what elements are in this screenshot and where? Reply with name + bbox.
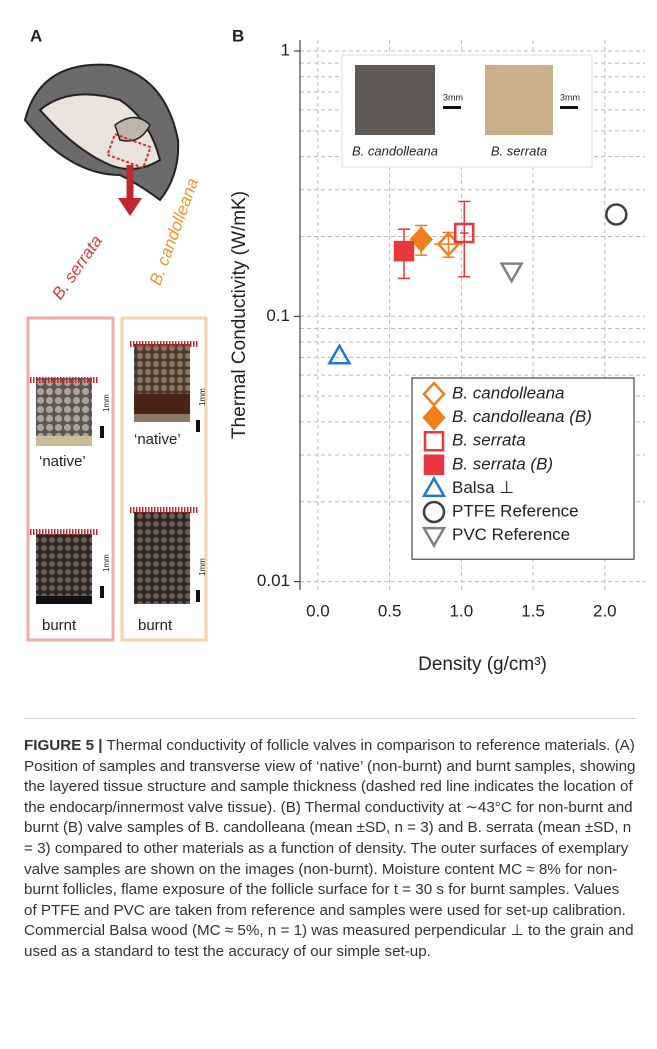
- scale-bar: [560, 106, 578, 109]
- x-tick-label: 0.0: [306, 601, 330, 620]
- x-tick-label: 0.5: [378, 601, 402, 620]
- y-tick-label: 0.01: [257, 571, 290, 590]
- legend-label: PTFE Reference: [452, 501, 579, 520]
- x-tick-label: 2.0: [593, 601, 617, 620]
- point: [606, 204, 626, 224]
- figure: A B B. serrata B. candolleana 1mm 1mm 1m…: [0, 0, 657, 715]
- scale-label: 1mm: [198, 558, 207, 576]
- x-axis-label: Density (g/cm³): [418, 654, 547, 675]
- legend-label: PVC Reference: [452, 525, 570, 544]
- state-label: burnt: [42, 617, 77, 634]
- species-label: B. serrata: [48, 232, 106, 303]
- x-tick-label: 1.0: [450, 601, 474, 620]
- state-label: ‘native’: [134, 431, 181, 448]
- caption-label: FIGURE 5 |: [24, 737, 103, 754]
- legend-label: B. serrata: [452, 431, 526, 450]
- caption: FIGURE 5 | Thermal conductivity of folli…: [24, 736, 636, 963]
- point: [395, 242, 413, 260]
- legend-label: B. candolleana (B): [452, 407, 592, 426]
- scale-label: 1mm: [198, 388, 207, 406]
- caption-text: Thermal conductivity of follicle valves …: [24, 737, 635, 960]
- legend-label: B. candolleana: [452, 383, 564, 402]
- scale-label: 3mm: [560, 92, 580, 102]
- panel-label: A: [30, 26, 42, 45]
- x-tick-label: 1.5: [521, 601, 545, 620]
- scale-bar: [443, 106, 461, 109]
- state-label: burnt: [138, 617, 173, 634]
- shell-illustration: [25, 65, 178, 216]
- inset-label: B. candolleana: [352, 143, 438, 158]
- scale-label: 1mm: [102, 394, 111, 412]
- legend-label: Balsa ⊥: [452, 478, 514, 497]
- point: [502, 264, 522, 282]
- inset-photo: [355, 65, 435, 135]
- sample-photos: [30, 344, 200, 604]
- legend-label: B. serrata (B): [452, 454, 553, 473]
- page: A B B. serrata B. candolleana 1mm 1mm 1m…: [0, 0, 657, 1049]
- scale-label: 3mm: [443, 92, 463, 102]
- panel-label: B: [232, 26, 244, 45]
- state-label: ‘native’: [39, 453, 86, 470]
- y-axis-label: Thermal Conductivity (W/mK): [229, 191, 250, 439]
- legend-marker: [425, 456, 443, 474]
- separator: [24, 718, 636, 719]
- scale-label: 1mm: [102, 554, 111, 572]
- y-tick-label: 1: [281, 40, 290, 59]
- inset-label: B. serrata: [491, 143, 547, 158]
- inset-photo: [485, 65, 553, 135]
- y-tick-label: 0.1: [266, 306, 290, 325]
- point: [329, 346, 349, 364]
- chart: 0.01 0.1 1 0.0 0.5 1.0 1.5 2.0 Density (g/cm³) Th…: [229, 40, 645, 675]
